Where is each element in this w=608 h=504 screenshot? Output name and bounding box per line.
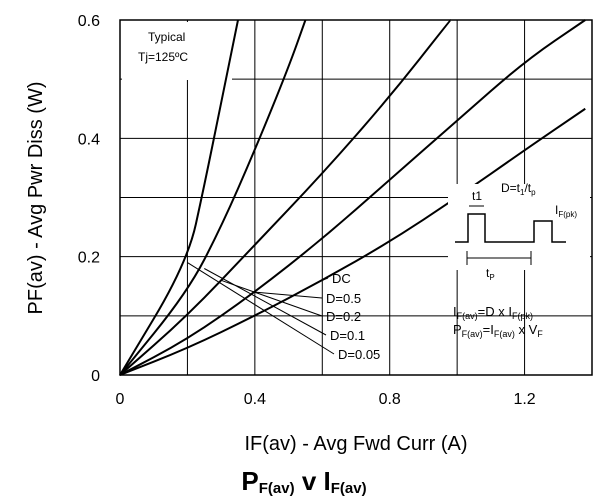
x-tick-label: 0 xyxy=(116,391,125,408)
f2-sub3: F xyxy=(537,329,543,339)
plot-frame xyxy=(119,19,593,376)
formula-pav: PF(av)=IF(av) x VF xyxy=(453,322,543,339)
series-curve-d-0-5 xyxy=(119,19,586,376)
y-axis-label: PF(av) - Avg Pwr Diss (W) xyxy=(25,82,47,315)
series-leader-line xyxy=(187,262,335,355)
series-label: D=0.5 xyxy=(326,291,361,306)
peak-current-label: IF(pk) xyxy=(555,203,577,219)
f2-rest: x V xyxy=(515,322,538,337)
inset-background xyxy=(448,184,590,270)
peak-sub: F(pk) xyxy=(558,210,577,219)
f1-sub: F(av) xyxy=(457,311,478,321)
title-i: I xyxy=(323,466,331,496)
series-leader-line xyxy=(322,277,329,281)
legend-leaders xyxy=(187,262,335,355)
title-p: P xyxy=(241,466,259,496)
y-tick-label: 0.6 xyxy=(78,13,100,30)
title-v: v xyxy=(294,466,324,496)
y-tick-label: 0.2 xyxy=(78,250,100,267)
series-leader-line xyxy=(254,291,323,299)
series-curve-dc xyxy=(119,107,586,376)
title-p-sub: F(av) xyxy=(258,480,295,497)
f2-mid: =I xyxy=(483,322,494,337)
tp-label: tP xyxy=(486,266,495,282)
figure-title: PF(av) v IF(av) xyxy=(0,466,608,497)
y-tick-label: 0 xyxy=(91,368,100,385)
f1-main: I xyxy=(453,304,457,319)
annotation-typical: Typical xyxy=(148,30,185,44)
tp-sub: P xyxy=(489,273,494,282)
f1-rest: =D x I xyxy=(478,304,512,319)
series-leader-line xyxy=(220,279,323,317)
x-tick-label: 0.4 xyxy=(244,391,266,408)
annotation-temp: Tj=125ºC xyxy=(138,50,188,64)
t1-label: t1 xyxy=(472,189,482,203)
x-tick-label: 0.8 xyxy=(379,391,401,408)
duty-sub1: 1 xyxy=(520,188,525,197)
series-label: D=0.1 xyxy=(330,328,365,343)
series-label: D=0.05 xyxy=(338,347,380,362)
x-axis-label: IF(av) - Avg Fwd Curr (A) xyxy=(245,433,468,455)
series-label: D=0.2 xyxy=(326,309,361,324)
pulse-waveform xyxy=(455,213,566,243)
series-curve-d-0-05 xyxy=(119,19,239,376)
title-i-sub: F(av) xyxy=(330,480,367,497)
series-curve-d-0-2 xyxy=(119,19,452,376)
f1-sub2: F(pk) xyxy=(512,311,533,321)
peak-main: I xyxy=(555,203,558,217)
series-label: DC xyxy=(332,271,351,286)
f2-main: P xyxy=(453,322,462,337)
duty-mid: /t xyxy=(524,181,531,195)
y-tick-label: 0.4 xyxy=(78,131,100,148)
f2-sub: F(av) xyxy=(462,329,483,339)
series-curve-d-0-1 xyxy=(119,19,307,376)
curves xyxy=(119,19,586,376)
duty-main: D=t xyxy=(501,181,521,195)
formula-iav: IF(av)=D x IF(pk) xyxy=(453,304,533,321)
annotation-box xyxy=(122,22,232,80)
x-tick-label: 1.2 xyxy=(513,391,535,408)
duty-formula: D=t1/tp xyxy=(501,181,536,197)
tp-main: t xyxy=(486,266,490,280)
series-leader-line xyxy=(204,268,327,336)
duty-sub2: p xyxy=(531,188,536,197)
grid xyxy=(119,19,593,376)
f2-sub2: F(av) xyxy=(494,329,515,339)
